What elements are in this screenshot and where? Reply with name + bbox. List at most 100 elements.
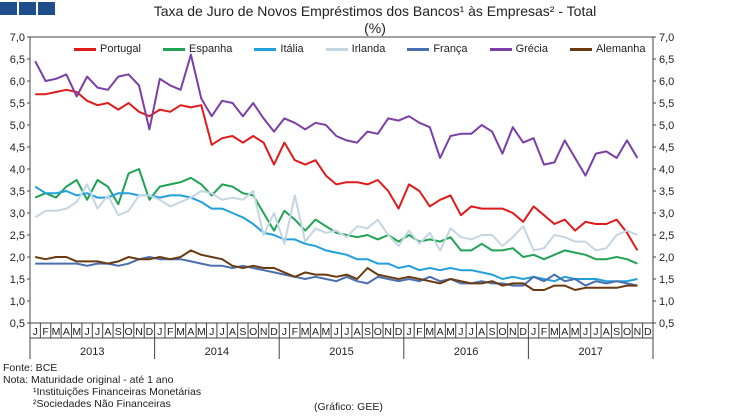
x-month-label: J [95,326,100,338]
y-tick-label-right: 3,0 [659,208,674,220]
logo-square [19,2,36,15]
legend-label: Alemanha [595,43,646,55]
y-tick-label-right: 1,5 [659,274,674,286]
chart-title-line1: Taxa de Juro de Novos Empréstimos dos Ba… [153,3,597,19]
x-month-label: J [583,326,588,338]
legend-swatch [569,47,592,51]
chart-title: Taxa de Juro de Novos Empréstimos dos Ba… [0,3,750,37]
x-month-label: J [458,326,463,338]
y-tick-label-right: 0,5 [659,318,674,330]
series-line-portugal [35,88,639,251]
legend-item-alemanha: Alemanha [569,43,646,55]
legend-item-italia: Itália [254,43,304,55]
legend-swatch [74,47,96,51]
x-year-label: 2015 [329,346,353,358]
x-month-label: O [374,326,382,338]
chart-title-line2: (%) [364,20,386,36]
x-month-label: A [603,326,610,338]
y-tick-label: 1,0 [10,296,25,308]
legend-swatch [325,47,348,51]
x-month-label: S [613,326,620,338]
y-tick-label-right: 5,5 [659,98,674,110]
x-month-label: F [167,326,173,338]
y-tick-label-right: 1,0 [659,296,674,308]
x-month-label: N [260,326,268,338]
legend-swatch [162,47,185,51]
x-month-label: O [249,326,257,338]
x-month-label: J [84,326,89,338]
legend-item-irlanda: Irlanda [325,43,386,55]
series-line-franca [35,256,638,287]
x-month-label: M [197,326,206,338]
y-tick-label-right: 2,5 [659,230,674,242]
x-month-label: A [104,326,111,338]
source-note: Fonte: BCE [3,362,58,374]
legend-item-espanha: Espanha [162,43,233,55]
x-month-label: M [571,326,580,338]
series-line-alemanha [34,249,638,291]
x-month-label: M [425,326,434,338]
legend-label: Espanha [188,43,233,55]
x-month-label: J [406,326,411,338]
footnote-2: ²Sociedades Não Financeiras [33,398,171,410]
x-month-label: A [312,326,319,338]
y-tick-label-right: 2,0 [659,252,674,264]
x-month-label: J [593,326,598,338]
x-month-label: N [634,326,642,338]
x-month-label: J [209,326,214,338]
y-tick-label: 4,5 [10,142,25,154]
x-month-label: J [344,326,349,338]
y-tick-label-right: 3,5 [659,186,674,198]
footnote-1: ¹Instituições Financeiras Monetárias [33,386,202,398]
x-month-label: A [561,326,568,338]
y-tick-label: 5,5 [10,98,25,110]
x-month-label: D [146,326,154,338]
gee-logo [0,2,55,15]
y-tick-label-right: 5,0 [659,120,674,132]
chart-credit: (Gráfico: GEE) [314,401,383,413]
x-month-label: J [469,326,474,338]
x-month-label: D [395,326,403,338]
x-year-label: 2017 [578,346,602,358]
x-month-label: M [550,326,559,338]
legend-swatch [254,47,277,51]
y-tick-label-right: 4,0 [659,164,674,176]
x-month-label: N [384,326,392,338]
x-month-label: S [115,326,122,338]
x-month-label: M [446,326,455,338]
series-line-grecia [34,53,639,177]
x-month-label: F [541,326,547,338]
y-tick-label: 7,0 [10,32,25,44]
x-year-label: 2014 [205,346,229,358]
x-month-label: M [176,326,185,338]
y-tick-label: 6,0 [10,76,25,88]
x-month-label: N [135,326,143,338]
y-tick-label-right: 6,0 [659,76,674,88]
series-line-italia [34,185,638,283]
y-tick-label: 3,0 [10,208,25,220]
x-year-label: 2013 [80,346,104,358]
plot-frame [29,36,654,324]
x-year-label: 2016 [454,346,478,358]
y-tick-label: 5,0 [10,120,25,132]
x-month-label: M [322,326,331,338]
y-tick-label-right: 4,5 [659,142,674,154]
x-month-label: J [334,326,339,338]
logo-square [0,2,17,15]
maturity-note: Nota: Maturidade original - até 1 ano [3,374,174,386]
legend-item-franca: França [407,43,468,55]
y-tick-label: 3,5 [10,186,25,198]
x-month-label: J [282,326,287,338]
legend-item-grecia: Grécia [489,43,548,55]
legend-label: Irlanda [351,43,386,55]
y-tick-label-right: 6,5 [659,54,674,66]
y-tick-label: 4,0 [10,164,25,176]
x-month-label: A [229,326,236,338]
x-month-label: F [416,326,422,338]
legend-swatch [489,47,512,51]
x-month-label: D [644,326,652,338]
x-month-label: N [509,326,517,338]
x-month-label: J [33,326,38,338]
x-month-label: S [239,326,246,338]
y-tick-label: 0,5 [10,318,25,330]
